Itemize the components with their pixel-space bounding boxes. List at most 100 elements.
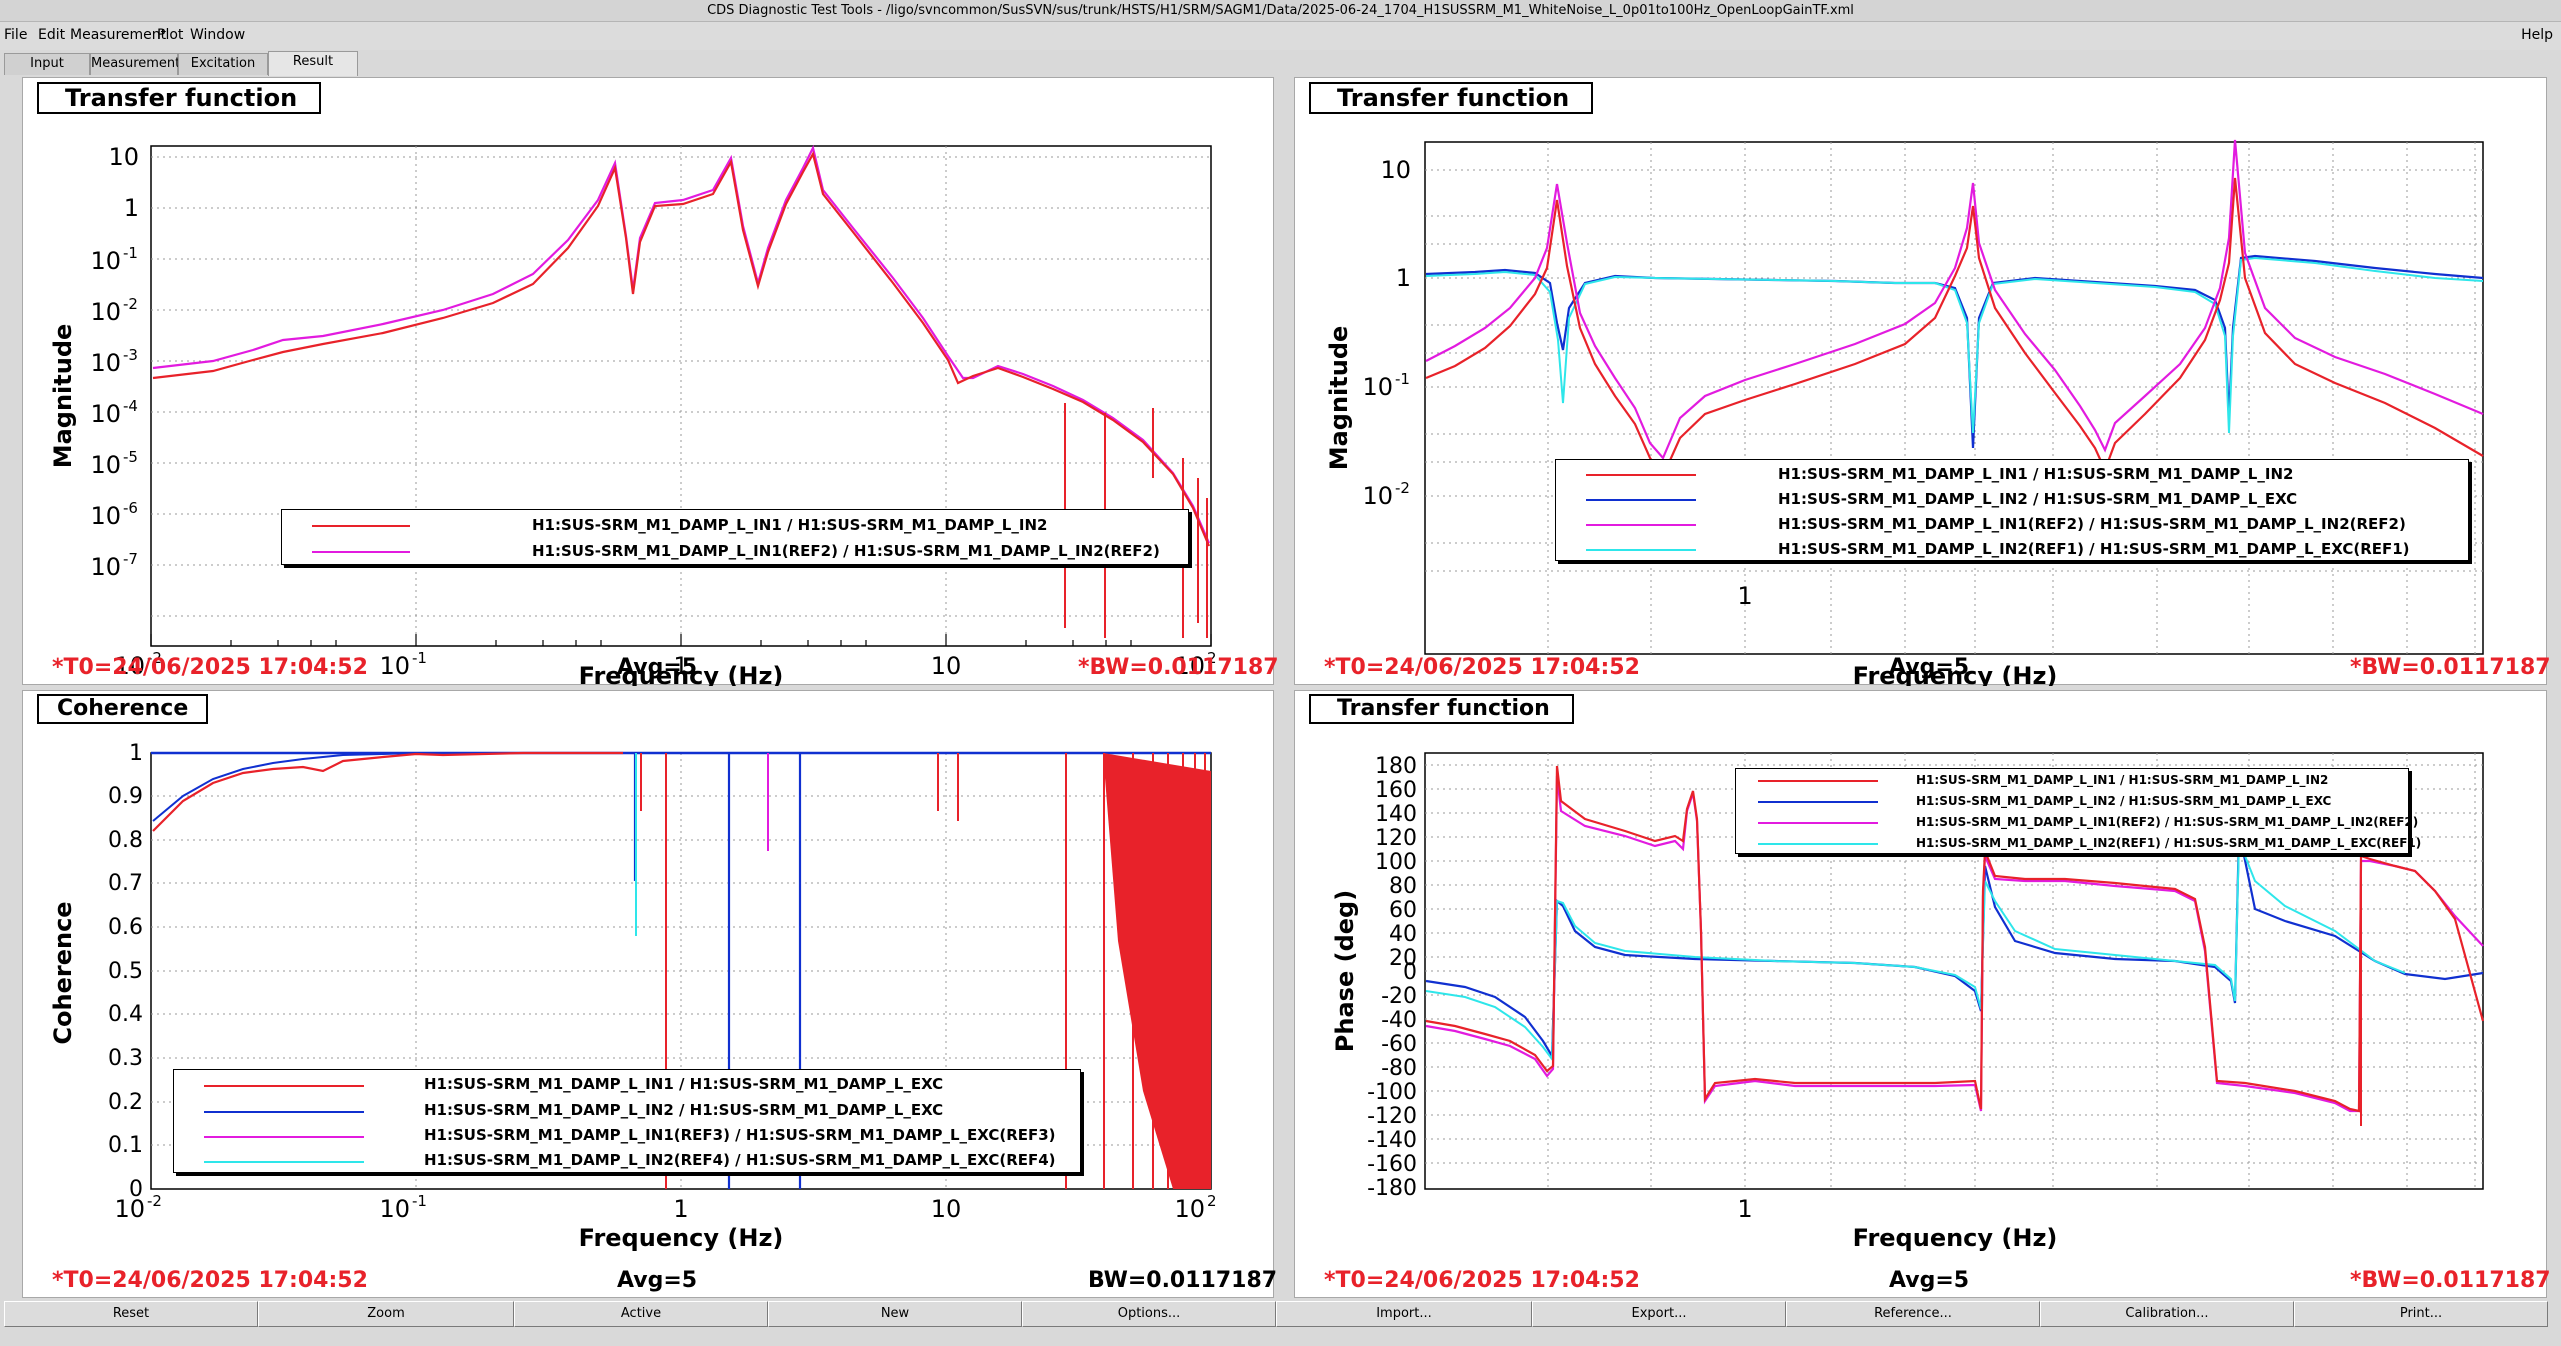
tab-input[interactable]: Input — [4, 53, 90, 75]
br-ytick-4: 100 — [1375, 850, 1417, 875]
br-panel-title: Transfer function — [1309, 694, 1574, 724]
tr-plot[interactable]: Magnitude Frequency (Hz) 10 1 10 -1 10 -… — [1295, 78, 2548, 686]
tl-xtick-1: 10 — [379, 652, 410, 680]
br-ytick-10: -20 — [1381, 984, 1417, 1009]
bl-xtick-0: 10 — [114, 1195, 145, 1223]
br-ytick-14: -100 — [1367, 1080, 1417, 1105]
bl-xtick-0-exp: -2 — [147, 1192, 162, 1210]
panel-transfer-function-magnitude-left: Magnitude Frequency (Hz) 10 1 10 -1 10 -… — [22, 77, 1275, 686]
tr-ytick-2-exp: -1 — [1395, 370, 1410, 388]
br-ytick-7: 40 — [1389, 922, 1417, 947]
br-footer-t0: *T0=24/06/2025 17:04:52 — [1324, 1268, 1640, 1293]
tl-plot[interactable]: Magnitude Frequency (Hz) 10 1 10 -1 10 -… — [23, 78, 1275, 686]
tr-xtick-0: 1 — [1737, 582, 1752, 610]
tl-footer-avg: Avg=5 — [617, 655, 698, 680]
reset-button[interactable]: Reset — [4, 1301, 258, 1327]
window-title: CDS Diagnostic Test Tools - /ligo/svncom… — [707, 3, 1854, 18]
tab-excitation[interactable]: Excitation — [178, 53, 268, 75]
tl-ytick-1: 1 — [124, 194, 139, 222]
br-plot[interactable]: Phase (deg) Frequency (Hz) 180 160 140 1… — [1295, 691, 2548, 1299]
br-ytick-16: -140 — [1367, 1128, 1417, 1153]
bl-ytick-6: 0.4 — [108, 1002, 143, 1027]
menu-edit[interactable]: Edit — [38, 27, 66, 43]
tr-footer-bw: *BW=0.0117187 — [2350, 655, 2551, 680]
br-legend-entry: H1:SUS-SRM_M1_DAMP_L_IN1 / H1:SUS-SRM_M1… — [1736, 770, 2408, 790]
bl-plot[interactable]: Coherence Frequency (Hz) 1 0.9 0.8 0.7 0… — [23, 691, 1275, 1299]
tr-footer-avg: Avg=5 — [1889, 655, 1970, 680]
tr-legend-entry: H1:SUS-SRM_M1_DAMP_L_IN1 / H1:SUS-SRM_M1… — [1556, 462, 2468, 486]
tl-ytick-6: 10 — [90, 451, 121, 479]
tl-xlabel: Frequency (Hz) — [579, 662, 784, 686]
tr-ytick-3-exp: -2 — [1395, 479, 1410, 497]
menu-measurement[interactable]: Measurement — [70, 27, 167, 43]
bl-panel-title: Coherence — [37, 694, 209, 724]
br-legend-entry: H1:SUS-SRM_M1_DAMP_L_IN2 / H1:SUS-SRM_M1… — [1736, 791, 2408, 811]
tl-legend[interactable]: H1:SUS-SRM_M1_DAMP_L_IN1 / H1:SUS-SRM_M1… — [281, 509, 1189, 565]
tr-ytick-1: 1 — [1396, 264, 1411, 292]
br-ytick-5: 80 — [1389, 874, 1417, 899]
options-button[interactable]: Options... — [1022, 1301, 1276, 1327]
br-ytick-13: -80 — [1381, 1056, 1417, 1081]
tl-xtick-4: 10 — [1174, 652, 1205, 680]
tl-ytick-0: 10 — [108, 143, 139, 171]
panel-coherence: Coherence Frequency (Hz) 1 0.9 0.8 0.7 0… — [22, 690, 1274, 1298]
tr-ytick-0: 10 — [1380, 156, 1411, 184]
bl-xtick-3: 10 — [931, 1195, 962, 1223]
br-xtick-0: 1 — [1737, 1195, 1752, 1223]
br-ytick-17: -160 — [1367, 1152, 1417, 1177]
bl-legend-entry: H1:SUS-SRM_M1_DAMP_L_IN2 / H1:SUS-SRM_M1… — [174, 1098, 1080, 1123]
bl-ytick-10: 0 — [129, 1177, 143, 1202]
br-legend-entry: H1:SUS-SRM_M1_DAMP_L_IN2(REF1) / H1:SUS-… — [1736, 833, 2421, 853]
tl-ytick-4: 10 — [90, 349, 121, 377]
tab-result[interactable]: Result — [268, 51, 358, 76]
bl-legend[interactable]: H1:SUS-SRM_M1_DAMP_L_IN1 / H1:SUS-SRM_M1… — [173, 1069, 1081, 1173]
menu-plot[interactable]: Plot — [157, 27, 184, 43]
menu-help[interactable]: Help — [2521, 27, 2553, 43]
active-button[interactable]: Active — [514, 1301, 768, 1327]
bl-ytick-8: 0.2 — [108, 1090, 143, 1115]
bl-ytick-5: 0.5 — [108, 959, 143, 984]
tl-footer-t0: *T0=24/06/2025 17:04:52 — [52, 655, 368, 680]
tr-legend[interactable]: H1:SUS-SRM_M1_DAMP_L_IN1 / H1:SUS-SRM_M1… — [1555, 459, 2469, 561]
tl-ylabel: Magnitude — [49, 324, 77, 469]
menu-file[interactable]: File — [4, 27, 28, 43]
bl-ytick-7: 0.3 — [108, 1046, 143, 1071]
tr-ytick-2: 10 — [1362, 373, 1393, 401]
tr-footer-t0: *T0=24/06/2025 17:04:52 — [1324, 655, 1640, 680]
tr-ytick-3: 10 — [1362, 482, 1393, 510]
panel-transfer-function-phase: Phase (deg) Frequency (Hz) 180 160 140 1… — [1294, 690, 2547, 1298]
br-ytick-0: 180 — [1375, 754, 1417, 779]
reference-button[interactable]: Reference... — [1786, 1301, 2040, 1327]
tl-ytick-7: 10 — [90, 502, 121, 530]
tr-legend-entry: H1:SUS-SRM_M1_DAMP_L_IN2 / H1:SUS-SRM_M1… — [1556, 487, 2468, 511]
menu-window[interactable]: Window — [190, 27, 246, 43]
bl-xtick-2: 1 — [673, 1195, 688, 1223]
bl-legend-entry: H1:SUS-SRM_M1_DAMP_L_IN1 / H1:SUS-SRM_M1… — [174, 1072, 1080, 1097]
tl-ytick-5: 10 — [90, 400, 121, 428]
br-legend-entry: H1:SUS-SRM_M1_DAMP_L_IN1(REF2) / H1:SUS-… — [1736, 812, 2418, 832]
print-button[interactable]: Print... — [2294, 1301, 2548, 1327]
bl-ytick-4: 0.6 — [108, 915, 143, 940]
bl-legend-entry: H1:SUS-SRM_M1_DAMP_L_IN2(REF4) / H1:SUS-… — [174, 1148, 1080, 1173]
tab-bar: Input Measurement Excitation Result — [0, 50, 2561, 76]
tl-xtick-0: 10 — [114, 652, 145, 680]
zoom-button[interactable]: Zoom — [258, 1301, 514, 1327]
bl-xtick-4: 10 — [1174, 1195, 1205, 1223]
br-ytick-3: 120 — [1375, 826, 1417, 851]
calibration-button[interactable]: Calibration... — [2040, 1301, 2294, 1327]
export-button[interactable]: Export... — [1532, 1301, 1786, 1327]
br-legend[interactable]: H1:SUS-SRM_M1_DAMP_L_IN1 / H1:SUS-SRM_M1… — [1735, 768, 2421, 854]
br-ytick-15: -120 — [1367, 1104, 1417, 1129]
tl-xtick-0-exp: -2 — [147, 649, 162, 667]
br-footer-avg: Avg=5 — [1889, 1268, 1970, 1293]
bl-footer-avg: Avg=5 — [617, 1268, 698, 1293]
tr-xlabel: Frequency (Hz) — [1853, 662, 2058, 686]
tab-measurement[interactable]: Measurement — [90, 53, 180, 75]
status-bar — [0, 1328, 2561, 1346]
tl-ytick-2: 10 — [90, 247, 121, 275]
new-button[interactable]: New — [768, 1301, 1022, 1327]
import-button[interactable]: Import... — [1276, 1301, 1532, 1327]
tl-ytick-4-exp: -3 — [123, 346, 138, 364]
window-title-bar: CDS Diagnostic Test Tools - /ligo/svncom… — [0, 0, 2561, 22]
br-ytick-8: 20 — [1389, 946, 1417, 971]
